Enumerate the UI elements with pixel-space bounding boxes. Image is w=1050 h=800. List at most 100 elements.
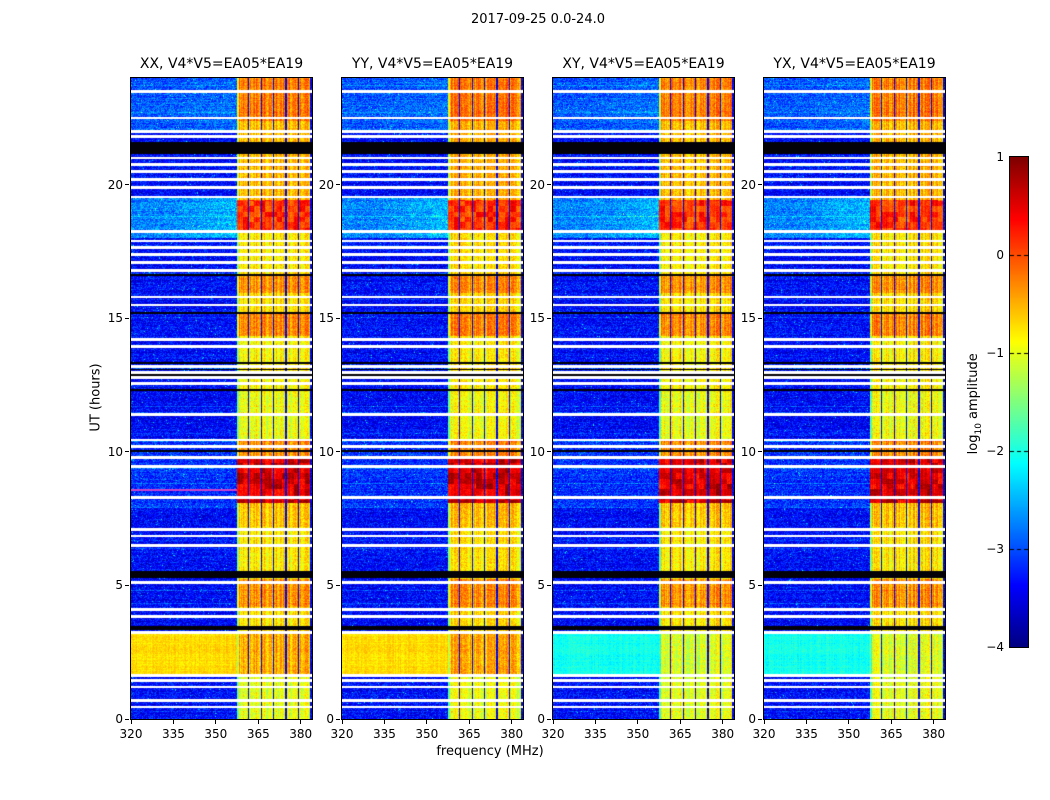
y-tick-mark [125, 317, 129, 319]
x-tick-mark [890, 720, 892, 724]
y-tick-mark [336, 451, 340, 453]
x-tick-label: 320 [752, 727, 776, 741]
x-tick-mark [933, 720, 935, 724]
colorbar-tick-label: 0 [996, 248, 1004, 262]
y-tick-mark [336, 584, 340, 586]
y-tick-label: 10 [107, 444, 123, 459]
x-tick-mark [637, 720, 639, 724]
y-tick-label: 0 [326, 712, 334, 726]
y-tick-label: 20 [318, 177, 334, 192]
colorbar-label-suffix: amplitude [966, 353, 982, 424]
spectrogram-panel-yy [341, 77, 524, 720]
x-tick-label: 335 [372, 727, 396, 741]
y-tick-label: 20 [529, 177, 545, 192]
spectrogram-panel-xy [552, 77, 735, 720]
x-tick-mark [679, 720, 681, 724]
x-tick-label: 365 [457, 727, 481, 741]
x-tick-mark [215, 720, 217, 724]
x-tick-mark [594, 720, 596, 724]
y-tick-label: 10 [318, 444, 334, 459]
x-tick-label: 320 [330, 727, 354, 741]
x-tick-mark [426, 720, 428, 724]
y-tick-mark [336, 317, 340, 319]
y-tick-mark [758, 317, 762, 319]
colorbar-frame [1009, 156, 1029, 648]
y-tick-label: 5 [115, 578, 123, 593]
y-tick-label: 10 [529, 444, 545, 459]
panel-title-xx: XX, V4*V5=EA05*EA19 [139, 56, 304, 72]
x-tick-mark [468, 720, 470, 724]
x-tick-mark [172, 720, 174, 724]
x-tick-label: 335 [161, 727, 185, 741]
y-axis-label: UT (hours) [89, 348, 104, 448]
x-tick-label: 320 [119, 727, 143, 741]
y-tick-mark [125, 184, 129, 186]
x-tick-label: 380 [711, 727, 735, 741]
x-tick-mark [383, 720, 385, 724]
x-tick-label: 365 [668, 727, 692, 741]
y-tick-mark [758, 718, 762, 720]
y-tick-mark [125, 451, 129, 453]
y-tick-mark [336, 718, 340, 720]
y-tick-label: 5 [537, 578, 545, 593]
y-tick-mark [758, 451, 762, 453]
x-tick-mark [257, 720, 259, 724]
spectrogram-canvas-yx [764, 78, 945, 719]
x-axis-label: frequency (MHz) [390, 744, 590, 759]
y-tick-mark [758, 584, 762, 586]
spectrogram-panel-xx [130, 77, 313, 720]
y-tick-mark [125, 584, 129, 586]
spectrogram-canvas-xx [131, 78, 312, 719]
x-tick-mark [805, 720, 807, 724]
x-tick-mark [300, 720, 302, 724]
spectrogram-canvas-yy [342, 78, 523, 719]
y-tick-label: 20 [740, 177, 756, 192]
y-tick-mark [547, 184, 551, 186]
colorbar-label-subscript: 10 [973, 423, 984, 435]
x-tick-label: 320 [541, 727, 565, 741]
y-tick-mark [547, 451, 551, 453]
x-tick-mark [341, 720, 343, 724]
y-tick-label: 5 [748, 578, 756, 593]
colorbar-tick-label: −4 [986, 640, 1004, 654]
y-tick-label: 20 [107, 177, 123, 192]
x-tick-label: 380 [289, 727, 313, 741]
y-tick-mark [547, 584, 551, 586]
x-tick-mark [848, 720, 850, 724]
colorbar-tick-label: −1 [986, 346, 1004, 360]
colorbar-tick-label: −2 [986, 444, 1004, 458]
y-tick-label: 15 [529, 311, 545, 326]
x-tick-label: 380 [500, 727, 524, 741]
colorbar-tick-label: −3 [986, 542, 1004, 556]
spectrogram-canvas-xy [553, 78, 734, 719]
x-tick-label: 350 [626, 727, 650, 741]
y-tick-label: 5 [326, 578, 334, 593]
x-tick-mark [130, 720, 132, 724]
colorbar-tick-label: 1 [996, 150, 1004, 164]
x-tick-label: 380 [922, 727, 946, 741]
y-tick-mark [547, 718, 551, 720]
x-tick-label: 350 [204, 727, 228, 741]
x-tick-mark [763, 720, 765, 724]
x-tick-label: 365 [246, 727, 270, 741]
figure-title: 2017-09-25 0.0-24.0 [471, 12, 605, 27]
x-tick-label: 335 [794, 727, 818, 741]
y-axis-label-text: UT (hours) [88, 363, 104, 432]
y-tick-label: 0 [115, 712, 123, 726]
panel-title-yx: YX, V4*V5=EA05*EA19 [773, 56, 936, 72]
y-tick-mark [547, 317, 551, 319]
y-tick-label: 0 [748, 712, 756, 726]
x-tick-label: 335 [583, 727, 607, 741]
x-tick-label: 350 [415, 727, 439, 741]
y-tick-mark [336, 184, 340, 186]
x-tick-mark [552, 720, 554, 724]
colorbar-gradient-canvas [1010, 157, 1028, 647]
panel-title-yy: YY, V4*V5=EA05*EA19 [351, 56, 514, 72]
y-tick-mark [125, 718, 129, 720]
y-tick-label: 10 [740, 444, 756, 459]
x-axis-label-text: frequency (MHz) [436, 744, 544, 759]
x-tick-label: 365 [879, 727, 903, 741]
x-tick-mark [511, 720, 513, 724]
y-tick-label: 15 [740, 311, 756, 326]
